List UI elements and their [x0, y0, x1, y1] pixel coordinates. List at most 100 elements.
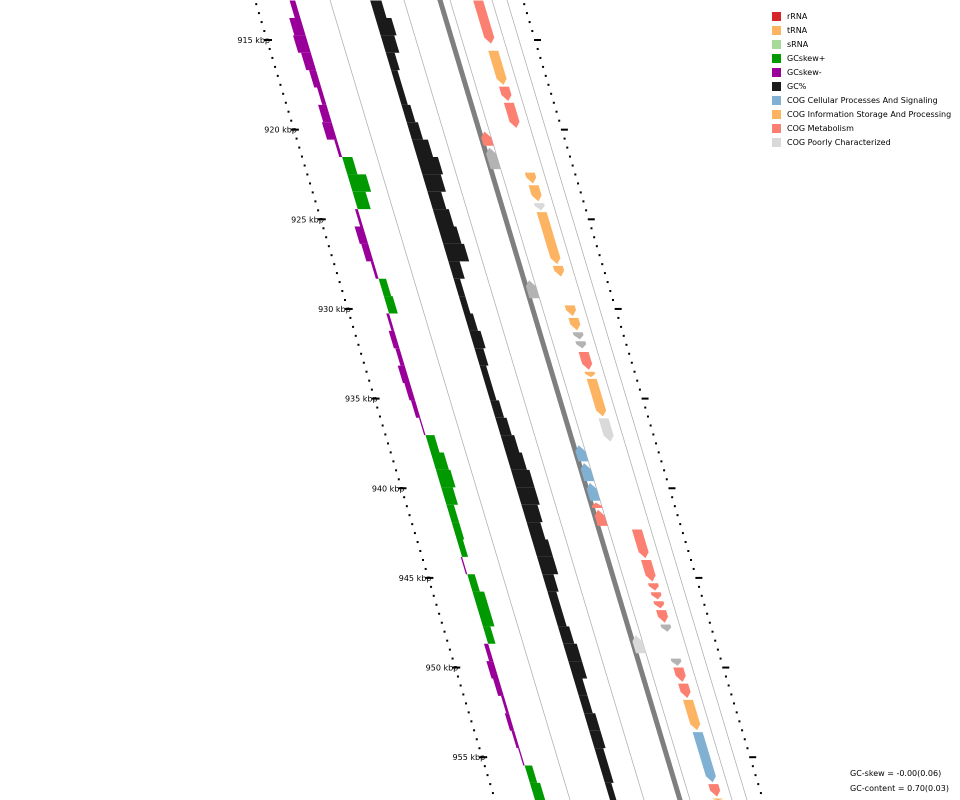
- gene-arrow: [594, 509, 608, 526]
- minor-tick: [558, 119, 561, 122]
- gc-content-bar: [484, 383, 497, 401]
- minor-tick: [421, 558, 424, 561]
- minor-tick: [384, 433, 387, 436]
- minor-tick: [395, 469, 398, 472]
- minor-tick: [325, 236, 328, 239]
- gc-skew-bar: [321, 122, 337, 140]
- major-tick: [425, 576, 434, 579]
- gc-content-bar: [505, 452, 527, 470]
- minor-tick: [577, 182, 580, 185]
- minor-tick: [703, 603, 706, 606]
- minor-tick: [403, 496, 406, 499]
- minor-tick: [408, 514, 411, 517]
- gc-skew-bar: [504, 713, 515, 731]
- gene-arrow: [533, 203, 545, 211]
- minor-tick: [684, 541, 687, 544]
- minor-tick: [255, 3, 258, 6]
- minor-tick: [552, 101, 555, 104]
- gc-skew-bar: [352, 191, 371, 210]
- guide-line: [329, 0, 571, 800]
- gc-skew-bar: [317, 87, 327, 105]
- major-tick: [264, 39, 272, 41]
- legend-swatch: [772, 11, 781, 21]
- minor-tick: [606, 281, 609, 284]
- gc-content-bar: [531, 539, 554, 557]
- gc-skew-bar: [370, 261, 379, 279]
- gc-content-bar: [448, 261, 465, 279]
- minor-tick: [333, 263, 336, 266]
- gc-skew-bar: [361, 243, 374, 262]
- guide-line: [506, 0, 748, 800]
- minor-tick: [571, 164, 574, 167]
- gc-skew-bar: [482, 626, 496, 644]
- minor-tick: [317, 209, 320, 212]
- legend-item: GCskew+: [772, 51, 957, 65]
- gc-skew-track: [289, 0, 546, 800]
- minor-tick: [534, 39, 541, 41]
- minor-tick: [486, 774, 489, 777]
- gc-content-bar: [406, 122, 424, 140]
- gc-skew-bar: [483, 643, 494, 662]
- minor-tick: [314, 200, 317, 203]
- legend-item: COG Cellular Processes And Signaling: [772, 93, 957, 107]
- minor-tick: [416, 541, 419, 544]
- gene-arrow: [525, 280, 540, 299]
- gene-arrow: [564, 305, 577, 317]
- gc-content-bar: [557, 626, 575, 644]
- gene-arrow: [640, 559, 656, 582]
- scale-label: 945 kbp: [399, 574, 432, 583]
- minor-tick: [370, 388, 373, 391]
- minor-tick: [716, 648, 719, 651]
- gc-skew-bar: [524, 765, 538, 783]
- legend-swatch: [772, 109, 781, 119]
- legend-label: sRNA: [787, 39, 809, 49]
- minor-tick: [411, 523, 414, 526]
- minor-tick: [435, 603, 438, 606]
- gc-skew-bar: [318, 104, 332, 123]
- scale-major-ticks: [264, 39, 488, 759]
- minor-tick: [311, 191, 314, 194]
- minor-tick: [660, 460, 663, 463]
- legend-label: COG Information Storage And Processing: [787, 109, 952, 119]
- gc-skew-bar: [292, 35, 311, 53]
- gene-arrow: [692, 732, 716, 783]
- minor-tick: [536, 47, 539, 50]
- minor-tick: [598, 254, 601, 257]
- gc-skew-bar: [334, 139, 343, 158]
- gene-track: [473, 0, 723, 800]
- minor-tick: [646, 415, 649, 418]
- minor-tick: [322, 227, 325, 230]
- minor-tick: [628, 352, 631, 355]
- scale-label: 930 kbp: [318, 305, 351, 314]
- gc-skew-bar: [518, 748, 525, 766]
- minor-tick: [419, 550, 422, 553]
- genome-backbone: [437, 0, 683, 800]
- minor-tick: [392, 460, 395, 463]
- gc-skew-bar: [472, 591, 490, 610]
- gene-arrow: [708, 784, 721, 797]
- minor-tick: [622, 334, 625, 337]
- minor-tick: [698, 585, 701, 588]
- gc-skew-bar: [383, 296, 398, 314]
- legend-label: COG Metabolism: [787, 123, 854, 133]
- minor-tick: [695, 576, 703, 579]
- gc-skew-bar: [410, 400, 421, 418]
- gc-content-bar: [500, 435, 520, 453]
- gc-content-bar: [443, 243, 470, 262]
- minor-tick: [582, 200, 585, 203]
- gc-content-bar: [573, 678, 588, 696]
- gc-content-bar: [474, 348, 489, 366]
- minor-tick: [327, 245, 330, 248]
- minor-tick: [303, 164, 306, 167]
- gc-skew-bar: [342, 157, 358, 175]
- minor-tick: [284, 101, 287, 104]
- minor-tick: [609, 290, 612, 293]
- minor-tick: [357, 343, 360, 346]
- gc-content-bar: [411, 139, 434, 158]
- gc-content-track: [370, 0, 617, 800]
- gene-arrow: [598, 418, 614, 442]
- gc-skew-bar: [301, 52, 317, 71]
- gc-content-bar: [375, 17, 397, 36]
- gc-content-bar: [479, 365, 492, 384]
- gc-skew-bar: [460, 556, 468, 575]
